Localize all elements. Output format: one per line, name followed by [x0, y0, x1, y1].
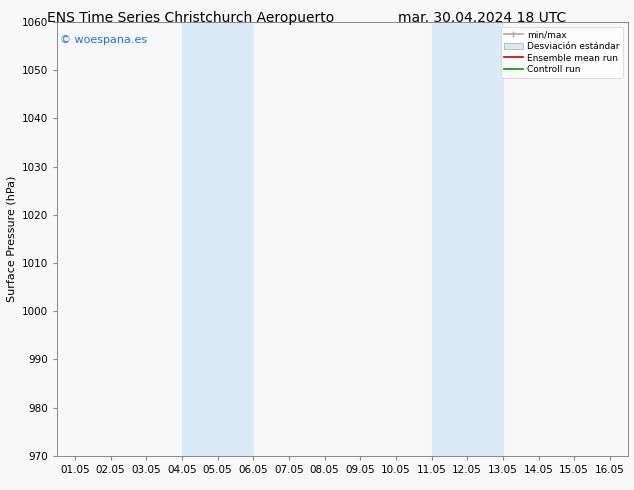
Text: ENS Time Series Christchurch Aeropuerto: ENS Time Series Christchurch Aeropuerto [46, 11, 334, 25]
Y-axis label: Surface Pressure (hPa): Surface Pressure (hPa) [6, 176, 16, 302]
Bar [432, 22, 503, 456]
Text: mar. 30.04.2024 18 UTC: mar. 30.04.2024 18 UTC [398, 11, 566, 25]
Bar [182, 22, 253, 456]
Text: © woespana.es: © woespana.es [60, 35, 147, 45]
Legend: min/max, Desviación estándar, Ensemble mean run, Controll run: min/max, Desviación estándar, Ensemble m… [501, 26, 623, 78]
